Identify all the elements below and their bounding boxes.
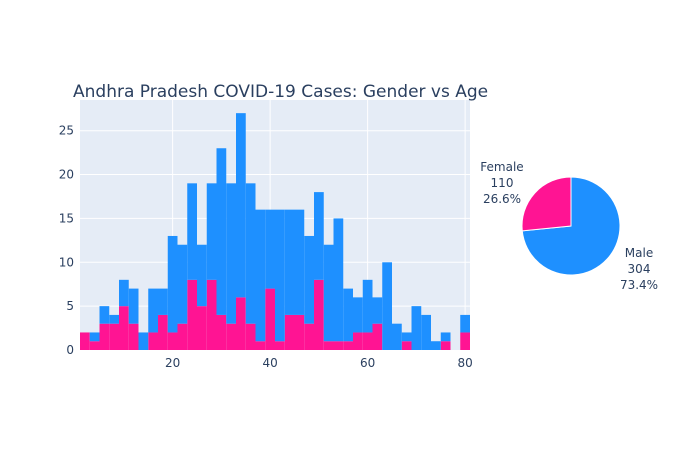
bar-female-age-28 <box>206 279 217 350</box>
x-tick-label: 20 <box>165 356 180 370</box>
bar-female-age-16 <box>148 332 158 350</box>
pie-slice-female <box>521 176 572 232</box>
bar-female-age-38 <box>255 341 266 350</box>
bar-female-age-32 <box>226 323 236 350</box>
bar-male-age-64 <box>382 262 392 350</box>
bar-female-age-6 <box>99 323 110 350</box>
bar-male-age-16 <box>148 288 158 333</box>
bar-male-age-44 <box>284 209 295 315</box>
bar-female-age-44 <box>284 314 295 350</box>
bar-male-age-28 <box>206 183 217 280</box>
bar-male-age-54 <box>333 218 344 342</box>
bar-male-age-60 <box>362 279 373 333</box>
bar-female-age-76 <box>440 341 451 350</box>
bar-male-age-76 <box>440 332 451 342</box>
bar-male-age-34 <box>236 113 246 298</box>
y-tick-label: 10 <box>59 255 74 269</box>
bar-male-age-20 <box>167 235 178 333</box>
bar-male-age-68 <box>401 332 412 342</box>
bars-group <box>80 113 470 350</box>
bar-male-age-36 <box>245 183 256 324</box>
bar-male-age-74 <box>431 341 441 350</box>
bar-female-age-42 <box>275 341 285 350</box>
pie-label-female-name: Female <box>480 160 523 174</box>
bar-male-age-40 <box>265 209 275 289</box>
bar-female-age-26 <box>197 306 207 350</box>
x-tick-label: 40 <box>262 356 277 370</box>
bar-male-age-30 <box>216 148 227 315</box>
bar-female-age-54 <box>333 341 344 350</box>
bar-male-age-70 <box>411 306 422 350</box>
bar-female-age-80 <box>460 332 470 350</box>
bar-male-age-66 <box>392 323 402 350</box>
bar-male-age-72 <box>421 314 431 350</box>
bar-female-age-34 <box>236 297 246 350</box>
bar-male-age-10 <box>119 279 129 307</box>
bar-male-age-26 <box>197 244 207 307</box>
chart-title: Andhra Pradesh COVID-19 Cases: Gender vs… <box>73 82 488 102</box>
bar-female-age-4 <box>89 341 100 350</box>
bar-male-age-32 <box>226 183 236 324</box>
bar-female-age-68 <box>401 341 412 350</box>
x-tick-label: 60 <box>360 356 375 370</box>
y-tick-label: 15 <box>59 211 74 225</box>
bar-female-age-2 <box>80 332 90 350</box>
bar-male-age-80 <box>460 314 470 333</box>
y-axis-ticks: 0 5 10 15 20 25 <box>59 124 74 357</box>
bar-male-age-58 <box>353 297 363 333</box>
x-tick-label: 80 <box>457 356 472 370</box>
pie-label-female-count: 110 <box>491 176 514 190</box>
x-axis-ticks: 20 40 60 80 <box>165 356 473 370</box>
bar-female-age-10 <box>119 306 129 350</box>
bar-male-age-62 <box>372 297 383 324</box>
bar-female-age-52 <box>323 341 334 350</box>
bar-male-age-14 <box>138 332 149 350</box>
y-tick-label: 25 <box>59 124 74 138</box>
bar-male-age-50 <box>314 192 324 280</box>
bar-male-age-38 <box>255 209 266 342</box>
bar-male-age-52 <box>323 244 334 342</box>
bar-male-age-6 <box>99 306 110 324</box>
histogram-chart: 0 5 10 15 20 25 20 40 60 80 Andhra Pradesh COVID… <box>59 82 488 370</box>
bar-female-age-20 <box>167 332 178 350</box>
y-tick-label: 5 <box>66 299 74 313</box>
pie-label-male-count: 304 <box>628 262 651 276</box>
bar-female-age-46 <box>294 314 305 350</box>
bar-female-age-56 <box>343 341 353 350</box>
bar-male-age-18 <box>158 288 168 315</box>
bar-female-age-48 <box>304 323 314 350</box>
bar-female-age-22 <box>177 323 188 350</box>
bar-female-age-40 <box>265 288 275 350</box>
bar-male-age-4 <box>89 332 100 342</box>
bar-female-age-36 <box>245 323 256 350</box>
bar-female-age-50 <box>314 279 324 350</box>
pie-label-female-percent: 26.6% <box>483 192 521 206</box>
bar-male-age-42 <box>275 209 285 342</box>
bar-male-age-46 <box>294 209 305 315</box>
bar-male-age-22 <box>177 244 188 324</box>
bar-female-age-12 <box>128 323 139 350</box>
bar-male-age-48 <box>304 235 314 324</box>
bar-female-age-62 <box>372 323 383 350</box>
bar-female-age-60 <box>362 332 373 350</box>
y-tick-label: 0 <box>66 343 74 357</box>
bar-male-age-24 <box>187 183 197 280</box>
bar-female-age-58 <box>353 332 363 350</box>
bar-female-age-24 <box>187 279 197 350</box>
bar-female-age-30 <box>216 314 227 350</box>
pie-label-male-name: Male <box>625 246 653 260</box>
pie-label-male-percent: 73.4% <box>620 278 658 292</box>
bar-male-age-12 <box>128 288 139 324</box>
bar-female-age-8 <box>109 323 119 350</box>
bar-male-age-56 <box>343 288 353 342</box>
y-tick-label: 20 <box>59 168 74 182</box>
bar-male-age-8 <box>109 314 119 324</box>
pie-chart: Male 304 73.4% Female 110 26.6% <box>480 160 658 292</box>
bar-female-age-18 <box>158 314 168 350</box>
